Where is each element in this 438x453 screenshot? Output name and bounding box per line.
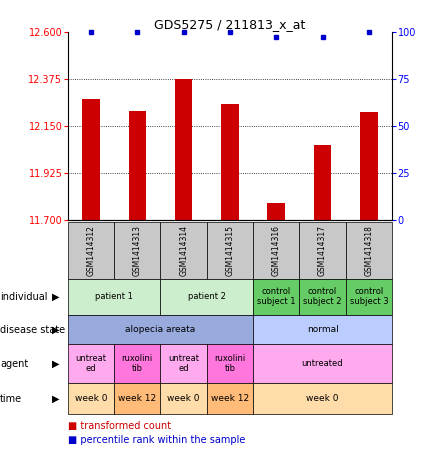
Text: ■ transformed count: ■ transformed count xyxy=(68,421,171,431)
Text: ▶: ▶ xyxy=(52,292,59,302)
Text: ▶: ▶ xyxy=(52,394,59,404)
Text: ▶: ▶ xyxy=(52,358,59,369)
Text: agent: agent xyxy=(0,358,28,369)
Bar xyxy=(128,111,146,220)
Text: control
subject 1: control subject 1 xyxy=(257,287,296,306)
Text: week 0: week 0 xyxy=(167,394,200,403)
Title: GDS5275 / 211813_x_at: GDS5275 / 211813_x_at xyxy=(154,18,306,30)
Text: patient 1: patient 1 xyxy=(95,292,133,301)
Text: individual: individual xyxy=(0,292,47,302)
Bar xyxy=(360,112,378,220)
Text: GSM1414313: GSM1414313 xyxy=(133,225,142,276)
Text: untreated: untreated xyxy=(302,359,343,368)
Text: GSM1414315: GSM1414315 xyxy=(226,225,234,276)
Text: week 0: week 0 xyxy=(75,394,107,403)
Text: ruxolini
tib: ruxolini tib xyxy=(214,354,246,373)
Text: ruxolini
tib: ruxolini tib xyxy=(122,354,153,373)
Text: GSM1414314: GSM1414314 xyxy=(179,225,188,276)
Text: GSM1414317: GSM1414317 xyxy=(318,225,327,276)
Text: time: time xyxy=(0,394,22,404)
Bar xyxy=(268,203,285,220)
Text: GSM1414318: GSM1414318 xyxy=(364,225,373,276)
Text: alopecia areata: alopecia areata xyxy=(125,325,196,334)
Bar xyxy=(221,104,239,220)
Text: normal: normal xyxy=(307,325,339,334)
Bar xyxy=(82,99,100,220)
Text: GSM1414316: GSM1414316 xyxy=(272,225,281,276)
Text: untreat
ed: untreat ed xyxy=(168,354,199,373)
Text: control
subject 2: control subject 2 xyxy=(303,287,342,306)
Text: disease state: disease state xyxy=(0,324,65,335)
Text: patient 2: patient 2 xyxy=(188,292,226,301)
Text: ■ percentile rank within the sample: ■ percentile rank within the sample xyxy=(68,435,245,445)
Text: GSM1414312: GSM1414312 xyxy=(87,225,95,276)
Text: week 12: week 12 xyxy=(118,394,156,403)
Text: untreat
ed: untreat ed xyxy=(75,354,106,373)
Text: ▶: ▶ xyxy=(52,324,59,335)
Text: week 0: week 0 xyxy=(306,394,339,403)
Text: week 12: week 12 xyxy=(211,394,249,403)
Bar xyxy=(314,145,332,220)
Text: control
subject 3: control subject 3 xyxy=(350,287,388,306)
Bar xyxy=(175,79,192,220)
